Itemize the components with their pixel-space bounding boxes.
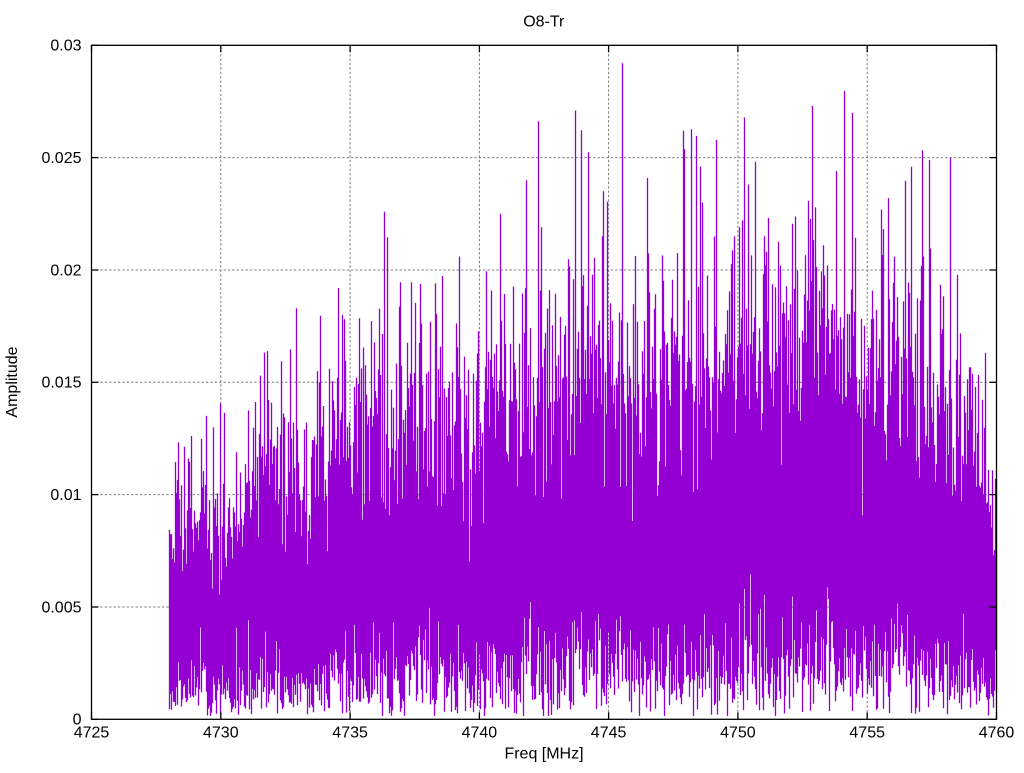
svg-text:0.025: 0.025: [41, 150, 81, 167]
svg-text:4760: 4760: [979, 725, 1015, 742]
svg-text:4735: 4735: [332, 725, 368, 742]
svg-text:Freq [MHz]: Freq [MHz]: [504, 746, 583, 763]
svg-text:4730: 4730: [203, 725, 239, 742]
svg-text:O8-Tr: O8-Tr: [523, 14, 565, 31]
svg-text:0.015: 0.015: [41, 375, 81, 392]
svg-text:4725: 4725: [74, 725, 110, 742]
svg-text:0.03: 0.03: [50, 38, 81, 55]
svg-text:4755: 4755: [849, 725, 885, 742]
svg-text:0.01: 0.01: [50, 487, 81, 504]
svg-text:Amplitude: Amplitude: [4, 346, 21, 417]
svg-text:0: 0: [73, 712, 82, 729]
svg-text:4740: 4740: [462, 725, 498, 742]
svg-text:0.005: 0.005: [41, 599, 81, 616]
svg-text:4745: 4745: [591, 725, 627, 742]
svg-text:4750: 4750: [720, 725, 756, 742]
svg-text:0.02: 0.02: [50, 262, 81, 279]
